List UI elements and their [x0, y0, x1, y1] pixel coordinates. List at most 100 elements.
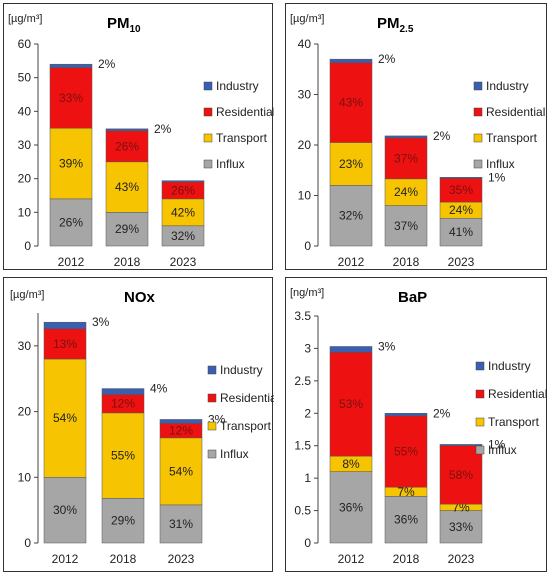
pm10-bar-industry-2012	[49, 63, 93, 68]
bap-industry-label-2018: 2%	[433, 406, 451, 420]
bap-data-label-influx-2023: 33%	[449, 520, 473, 534]
pm25-legend-swatch-industry	[473, 81, 483, 91]
bap-y-tick-label: 3.5	[294, 309, 311, 323]
pm10-industry-label-2012: 2%	[98, 57, 116, 71]
pm25-y-tick-label: 30	[298, 88, 312, 102]
nox-y-tick-label: 20	[18, 405, 32, 419]
nox-bar-influx-2023	[159, 504, 203, 544]
nox-legend-label-influx: Influx	[220, 447, 249, 461]
bap-y-tick-label: 3	[304, 341, 311, 355]
pm25-x-tick-label: 2018	[393, 255, 420, 269]
bap-bar-residential-2023	[439, 445, 483, 505]
chart-svg-bap: [ng/m³] BaP 0 0.5 1 1.5 2 2.5 3 3.5 36% 8% 53% 3% 2012…	[290, 287, 547, 566]
pm25-x-tick-label: 2023	[448, 255, 475, 269]
pm10-y-tick-label: 30	[18, 138, 32, 152]
pm25-data-label-residential-2023: 35%	[449, 183, 473, 197]
nox-bar-influx-2012	[43, 477, 87, 544]
pm10-legend-swatch-influx	[203, 159, 213, 169]
bap-bar-influx-2012	[329, 471, 373, 544]
pm10-x-tick-label: 2018	[114, 255, 141, 269]
nox-data-label-residential-2023: 12%	[169, 424, 193, 438]
pm10-legend-swatch-industry	[203, 81, 213, 91]
nox-bar-industry-2023	[159, 419, 203, 424]
bap-x-tick-label: 2023	[448, 552, 475, 566]
nox-x-tick-label: 2023	[168, 552, 195, 566]
pm25-y-tick-label: 40	[298, 37, 312, 51]
bap-y-tick-label: 2	[304, 406, 311, 420]
nox-data-label-residential-2018: 12%	[111, 397, 135, 411]
pm10-legend-swatch-transport	[203, 133, 213, 143]
bap-data-label-residential-2018: 55%	[394, 445, 418, 459]
pm25-y-tick-label: 10	[298, 189, 312, 203]
pm10-legend-label-transport: Transport	[216, 131, 268, 145]
pm10-legend-label-residential: Residential	[216, 105, 274, 119]
pm10-data-label-influx-2012: 26%	[59, 215, 83, 229]
bap-data-label-transport-2018: 7%	[397, 485, 415, 499]
pm10-bar-transport-2018	[105, 161, 149, 213]
pm10-data-label-transport-2023: 42%	[171, 205, 195, 219]
pm25-industry-label-2018: 2%	[433, 129, 451, 143]
nox-bar-industry-2018	[101, 388, 145, 395]
pm10-y-tick-label: 20	[18, 172, 32, 186]
pm25-bar-residential-2018	[384, 137, 428, 180]
pm25-industry-label-2023: 1%	[488, 170, 506, 184]
pm25-bar-industry-2023	[439, 177, 483, 179]
nox-industry-label-2012: 3%	[92, 315, 110, 329]
nox-bar-industry-2012	[43, 321, 87, 330]
pm25-data-label-influx-2018: 37%	[394, 219, 418, 233]
pm10-bar-industry-2018	[105, 128, 149, 132]
nox-y-tick-label: 10	[18, 470, 32, 484]
pm25-chart-title: PM2.5	[377, 15, 414, 35]
nox-legend-label-transport: Transport	[220, 419, 272, 433]
pm25-x-tick-label: 2012	[338, 255, 365, 269]
pm25-bar-industry-2012	[329, 58, 373, 63]
bap-y-tick-label: 0.5	[294, 504, 311, 518]
bap-legend-swatch-industry	[475, 361, 485, 371]
nox-data-label-residential-2012: 13%	[53, 337, 77, 351]
pm10-data-label-residential-2018: 26%	[115, 139, 139, 153]
bap-data-label-influx-2018: 36%	[394, 513, 418, 527]
nox-bar-transport-2012	[43, 358, 87, 478]
nox-data-label-influx-2023: 31%	[169, 517, 193, 531]
bap-bar-influx-2018	[384, 496, 428, 544]
pm10-y-tick-label: 60	[18, 37, 32, 51]
bap-legend-swatch-transport	[475, 417, 485, 427]
chart-svg-pm25: [µg/m³] PM2.5 0 10 20 30 40 32% 23% 43% 2% 2012 37% 2…	[290, 13, 545, 269]
pm10-industry-label-2018: 2%	[154, 122, 172, 136]
nox-data-label-transport-2023: 54%	[169, 464, 193, 478]
pm10-bar-industry-2023	[161, 180, 205, 183]
pm25-data-label-transport-2012: 23%	[339, 157, 363, 171]
pm25-legend-swatch-residential	[473, 107, 483, 117]
chart-panel-pm10: [µg/m³] PM10 0 10 20 30 40 50 60 26% 39% 33% 2% 2012 2…	[3, 3, 274, 270]
nox-bar-influx-2018	[101, 498, 145, 544]
pm10-y-tick-label: 10	[18, 205, 32, 219]
bap-x-tick-label: 2018	[393, 552, 420, 566]
bap-legend-label-residential: Residential	[488, 387, 547, 401]
nox-legend-swatch-residential	[207, 393, 217, 403]
pm10-data-label-transport-2012: 39%	[59, 157, 83, 171]
nox-x-tick-label: 2018	[110, 552, 137, 566]
bap-chart-title: BaP	[398, 289, 427, 306]
pm25-legend-label-influx: Influx	[486, 157, 515, 171]
pm25-y-tick-label: 0	[304, 239, 311, 253]
nox-legend-label-residential: Residential	[220, 391, 274, 405]
bap-legend-label-transport: Transport	[488, 415, 540, 429]
nox-y-tick-label: 0	[24, 536, 31, 550]
pm10-unit-label: [µg/m³]	[8, 13, 42, 25]
pm10-chart-title: PM10	[107, 15, 141, 35]
nox-y-tick-label: 30	[18, 339, 32, 353]
pm10-y-tick-label: 50	[18, 71, 32, 85]
pm25-legend-label-industry: Industry	[486, 79, 529, 93]
pm10-legend-swatch-residential	[203, 107, 213, 117]
bap-bar-industry-2023	[439, 444, 483, 446]
pm25-legend-swatch-influx	[473, 159, 483, 169]
nox-bar-residential-2012	[43, 328, 87, 360]
pm10-data-label-residential-2012: 33%	[59, 91, 83, 105]
pm25-legend-label-transport: Transport	[486, 131, 538, 145]
pm25-bar-influx-2018	[384, 205, 428, 247]
chart-panel-nox: [µg/m³] NOx 0 10 20 30 30% 54% 13% 3% 2012 29% 55% 12…	[3, 277, 274, 572]
pm10-legend-label-industry: Industry	[216, 79, 259, 93]
bap-data-label-residential-2023: 58%	[449, 468, 473, 482]
pm25-y-tick-label: 20	[298, 138, 312, 152]
pm25-bar-transport-2012	[329, 142, 373, 186]
